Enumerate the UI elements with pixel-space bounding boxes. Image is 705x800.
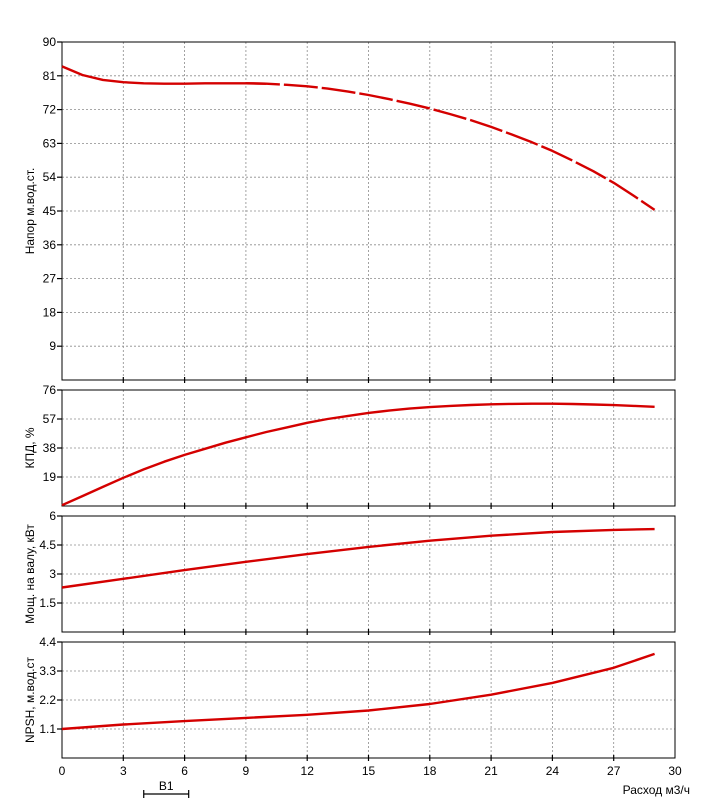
y-tick-label: 63 (43, 136, 57, 150)
y-tick-label: 6 (49, 509, 56, 523)
x-tick-label: 27 (607, 764, 621, 778)
x-tick-label: 15 (362, 764, 376, 778)
panel-2: 19 38 57 76 КПД, % (23, 383, 676, 509)
y-tick-label: 57 (43, 412, 57, 426)
y-axis-label: Напор м.вод.ст. (23, 168, 37, 255)
b1-label: B1 (159, 779, 174, 793)
y-tick-label: 36 (43, 238, 57, 252)
y-tick-label: 90 (43, 35, 57, 49)
x-tick-label: 3 (120, 764, 127, 778)
panel-3: 1.5 3 4.5 6 Мощ. на валу, кВт (23, 509, 676, 635)
series-line (61, 65, 267, 85)
y-tick-label: 2.2 (39, 693, 56, 707)
x-tick-label: 6 (181, 764, 188, 778)
x-tick-label: 12 (301, 764, 315, 778)
x-axis-label: Расход м3/ч (623, 783, 690, 797)
y-tick-label: 19 (43, 470, 57, 484)
y-tick-label: 18 (43, 305, 57, 319)
y-tick-label: 38 (43, 441, 57, 455)
x-tick-label: 30 (668, 764, 682, 778)
y-tick-label: 3.3 (39, 664, 56, 678)
series-line (61, 652, 655, 731)
y-axis-label: Мощ. на валу, кВт (23, 524, 37, 624)
series-line-dashed (245, 82, 656, 211)
series-line (61, 527, 655, 589)
y-axis-label: КПД, % (23, 427, 37, 468)
x-tick-label: 18 (423, 764, 437, 778)
x-tick-label: 9 (243, 764, 250, 778)
y-tick-label: 45 (43, 204, 57, 218)
x-tick-label: 24 (546, 764, 560, 778)
y-tick-label: 4.5 (39, 538, 56, 552)
y-tick-label: 72 (43, 103, 57, 117)
y-tick-label: 1.1 (39, 722, 56, 736)
y-tick-label: 9 (49, 339, 56, 353)
y-tick-label: 3 (49, 567, 56, 581)
b1-range-marker: B1 (143, 779, 190, 798)
y-axis-label: NPSH, м.вод.ст (23, 656, 37, 743)
y-tick-label: 76 (43, 383, 57, 397)
x-tick-label: 0 (59, 764, 66, 778)
x-tick-label: 21 (484, 764, 498, 778)
y-tick-label: 81 (43, 69, 57, 83)
panel-1: 9 18 27 36 45 54 63 72 81 90 Напор м.вод.ст. (23, 35, 676, 383)
y-tick-label: 54 (43, 170, 57, 184)
y-tick-label: 27 (43, 272, 57, 286)
y-tick-label: 1.5 (39, 596, 56, 610)
series-line (61, 402, 655, 507)
y-tick-label: 4.4 (39, 635, 56, 649)
